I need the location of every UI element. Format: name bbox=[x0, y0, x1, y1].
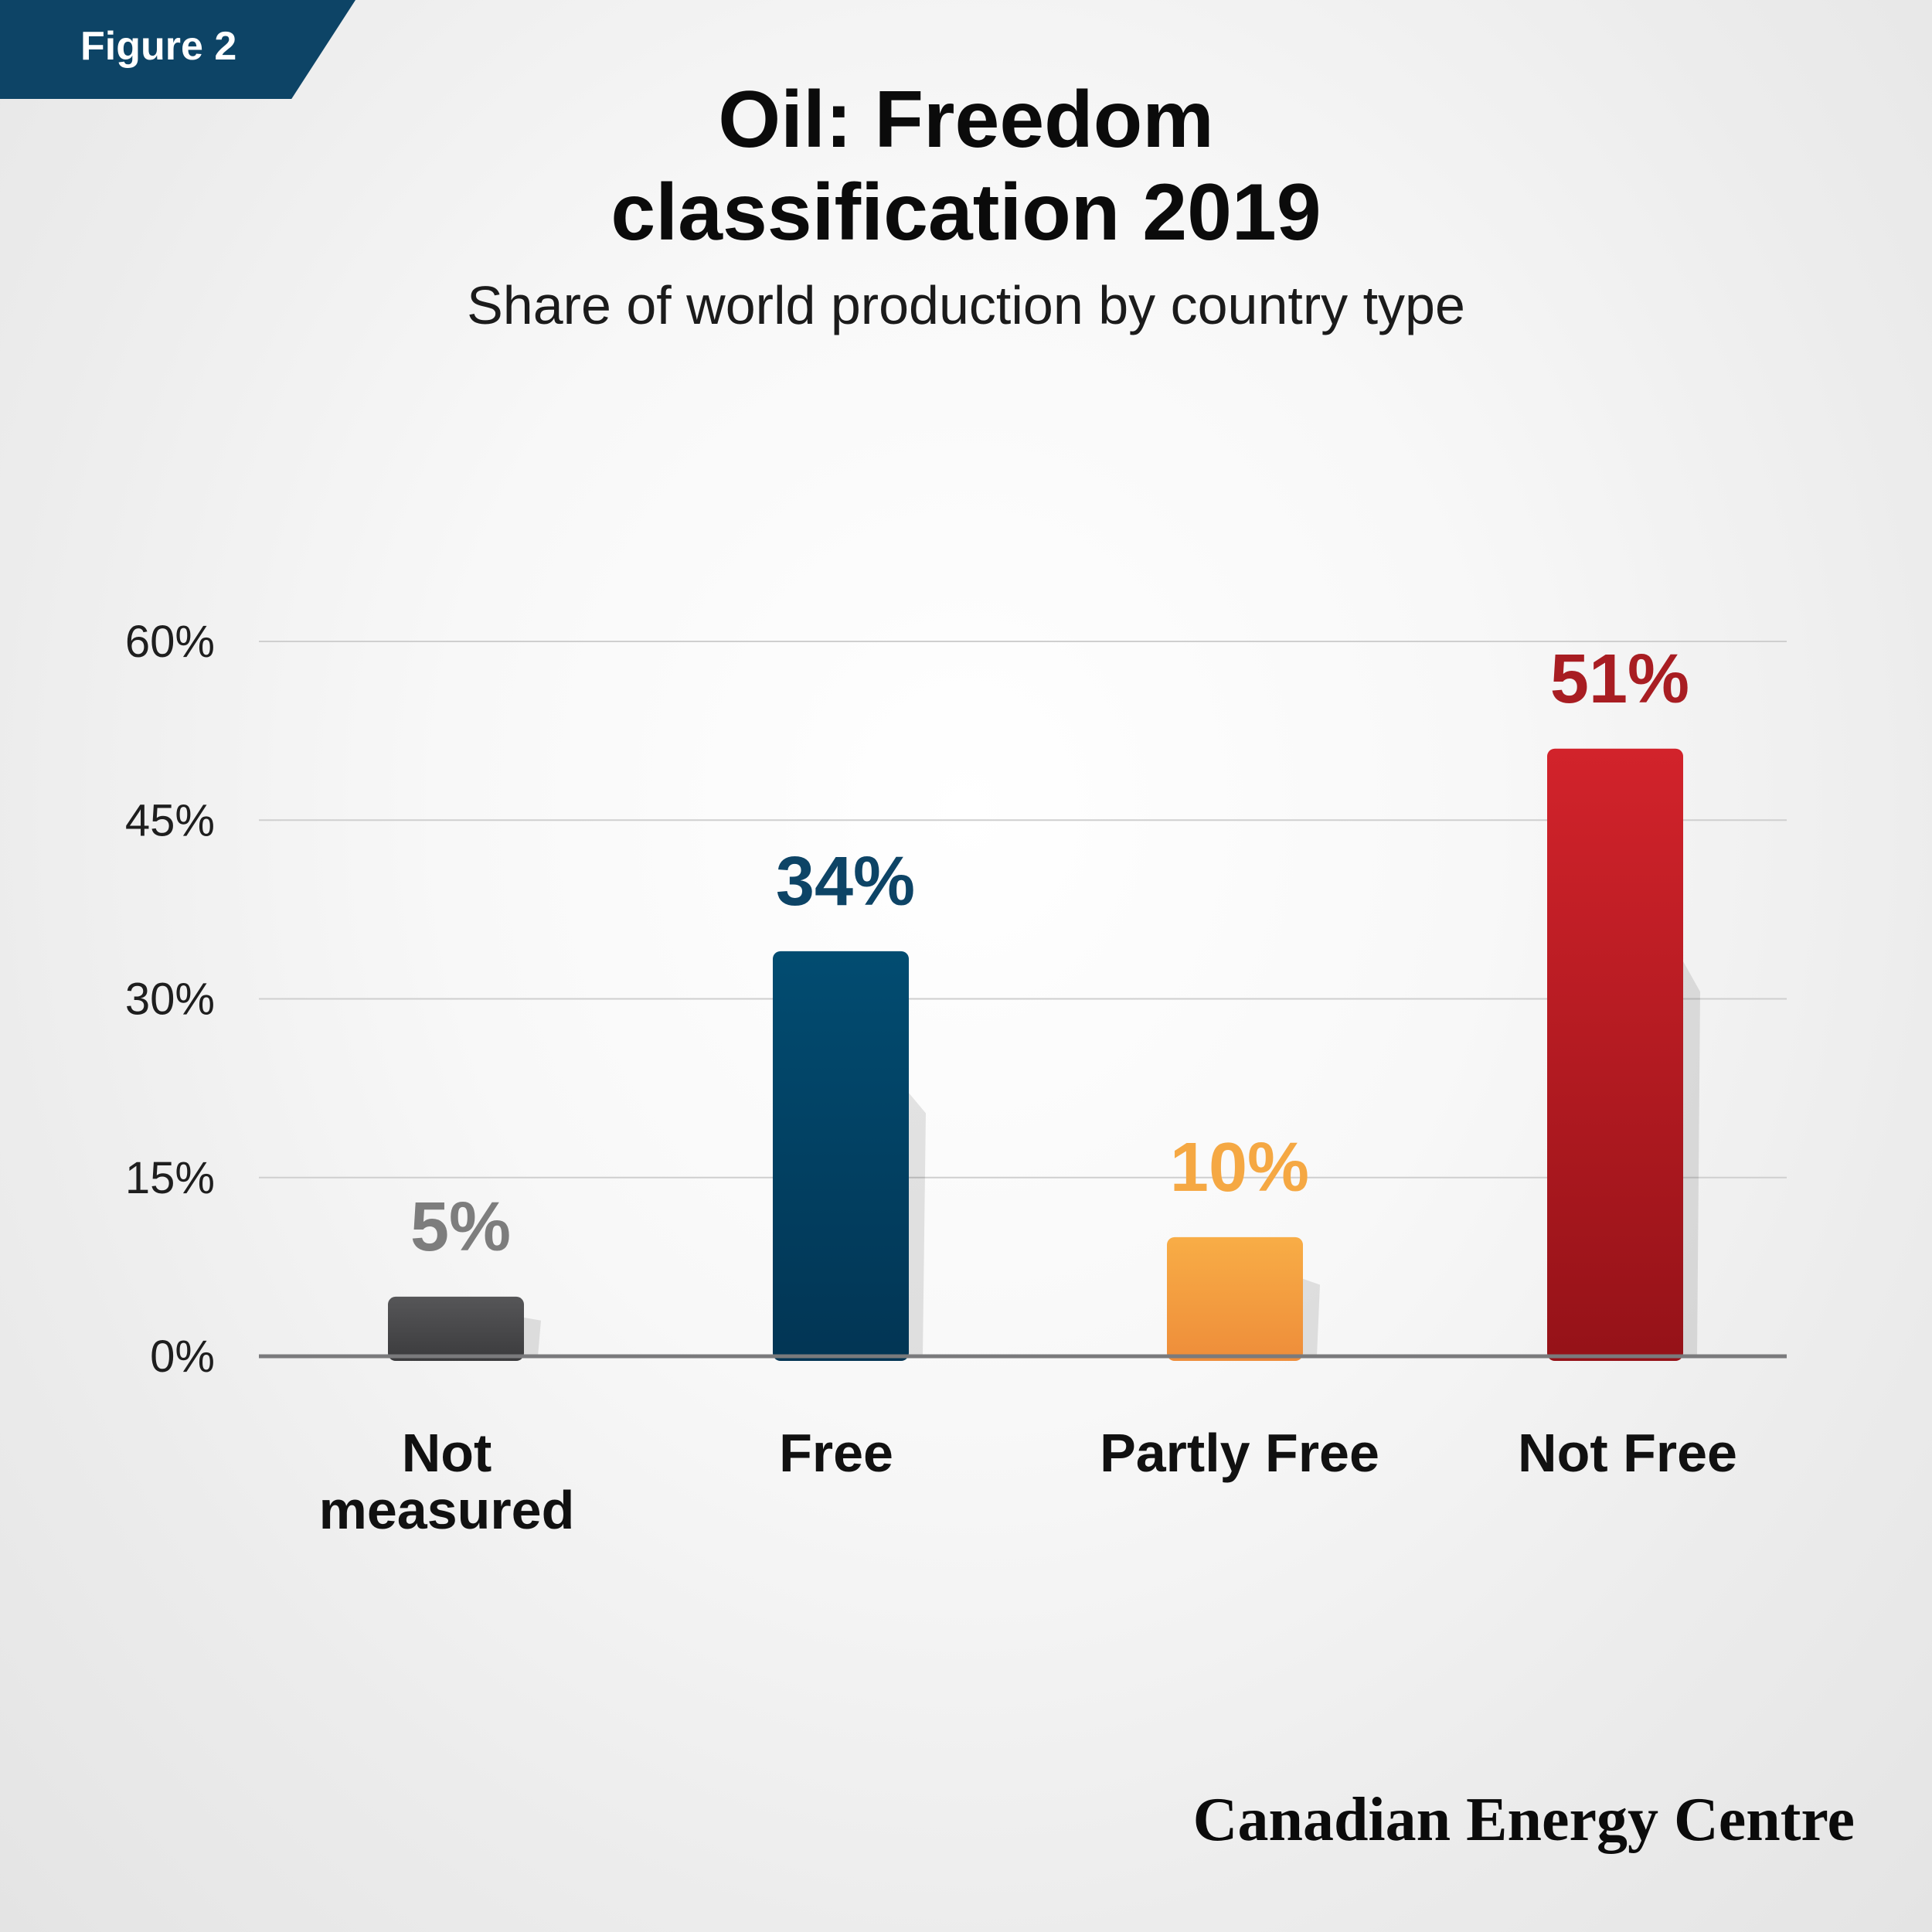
y-tick-label: 45% bbox=[125, 795, 215, 845]
bar bbox=[773, 951, 909, 1361]
x-tick-label: Free bbox=[779, 1423, 893, 1483]
value-label: 34% bbox=[776, 843, 915, 920]
figure-label: Figure 2 bbox=[80, 24, 237, 69]
value-label: 51% bbox=[1550, 641, 1689, 718]
gridlines bbox=[259, 641, 1787, 1179]
y-axis-ticks: 0% 15% 30% 45% 60% bbox=[125, 617, 215, 1382]
value-label: 10% bbox=[1170, 1129, 1309, 1206]
brand-logo: Canadian Energy Centre bbox=[1192, 1786, 1855, 1854]
bar-shadow bbox=[1303, 1278, 1320, 1356]
bar-shadow bbox=[909, 1093, 926, 1356]
bar bbox=[388, 1296, 524, 1361]
value-label: 5% bbox=[410, 1189, 511, 1266]
value-labels: 5% 34% 10% 51% bbox=[410, 641, 1689, 1266]
y-tick-label: 15% bbox=[125, 1153, 215, 1203]
chart-title-line-1: Oil: Freedom bbox=[718, 75, 1214, 165]
x-tick-label: Not Free bbox=[1518, 1423, 1737, 1483]
bar bbox=[1167, 1236, 1303, 1361]
x-tick-label: Not measured bbox=[319, 1423, 575, 1540]
y-tick-label: 60% bbox=[125, 617, 215, 667]
chart-title-line-2: classification 2019 bbox=[611, 168, 1321, 257]
x-tick-label: Partly Free bbox=[1100, 1423, 1379, 1483]
y-tick-label: 30% bbox=[125, 975, 215, 1025]
chart-title: Oil: Freedom classification 2019 bbox=[0, 73, 1932, 259]
bar-shadow bbox=[1683, 961, 1700, 1356]
bar bbox=[1547, 748, 1683, 1361]
x-axis-labels: Not measured Free Partly Free Not Free bbox=[319, 1423, 1737, 1540]
y-tick-label: 0% bbox=[150, 1332, 215, 1382]
bars bbox=[259, 748, 1787, 1361]
figure-badge: Figure 2 bbox=[0, 0, 355, 99]
bar-shadow bbox=[524, 1317, 541, 1356]
chart-subtitle: Share of world production by country typ… bbox=[467, 275, 1465, 335]
